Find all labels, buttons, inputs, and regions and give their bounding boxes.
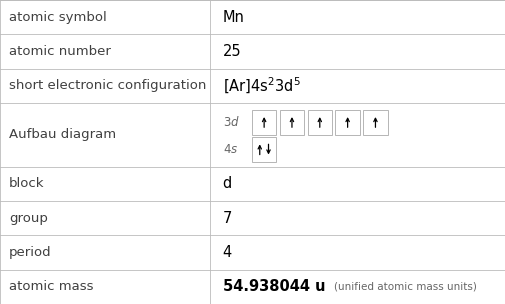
Text: short electronic configuration: short electronic configuration: [9, 79, 206, 92]
Bar: [363, 110, 387, 135]
Text: $3d$: $3d$: [222, 115, 239, 129]
Text: d: d: [222, 176, 231, 191]
Text: group: group: [9, 212, 48, 225]
Text: atomic mass: atomic mass: [9, 280, 93, 293]
Bar: [335, 110, 359, 135]
Text: (unified atomic mass units): (unified atomic mass units): [333, 282, 476, 292]
Bar: [251, 110, 276, 135]
Text: atomic number: atomic number: [9, 45, 111, 58]
Bar: [251, 137, 276, 162]
Bar: [279, 110, 304, 135]
Text: block: block: [9, 177, 44, 190]
Text: 7: 7: [222, 211, 232, 226]
Bar: [307, 110, 331, 135]
Text: atomic symbol: atomic symbol: [9, 11, 107, 24]
Text: 4: 4: [222, 245, 231, 260]
Text: Mn: Mn: [222, 10, 244, 25]
Text: $4s$: $4s$: [222, 143, 237, 156]
Text: Aufbau diagram: Aufbau diagram: [9, 128, 116, 141]
Text: 54.938044 u: 54.938044 u: [222, 279, 325, 294]
Text: period: period: [9, 246, 52, 259]
Text: $\rm [Ar]4s^23d^5$: $\rm [Ar]4s^23d^5$: [222, 76, 300, 96]
Text: 25: 25: [222, 44, 241, 59]
